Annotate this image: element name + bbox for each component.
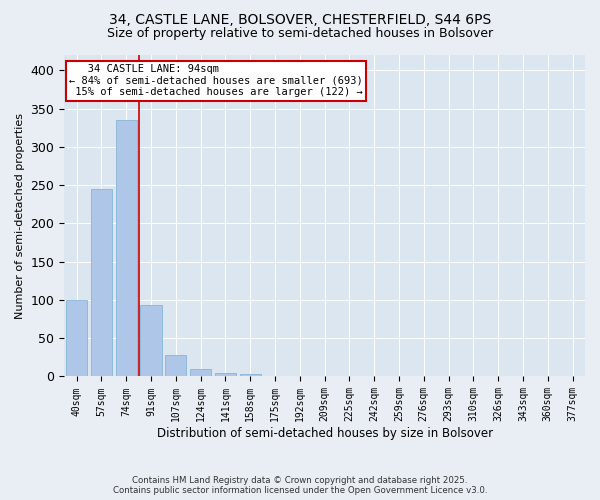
X-axis label: Distribution of semi-detached houses by size in Bolsover: Distribution of semi-detached houses by … [157,427,493,440]
Y-axis label: Number of semi-detached properties: Number of semi-detached properties [15,112,25,318]
Bar [190,369,211,376]
Text: Size of property relative to semi-detached houses in Bolsover: Size of property relative to semi-detach… [107,28,493,40]
Bar [66,300,87,376]
Bar [239,374,261,376]
Bar [140,306,161,376]
Bar [116,120,137,376]
Text: 34, CASTLE LANE, BOLSOVER, CHESTERFIELD, S44 6PS: 34, CASTLE LANE, BOLSOVER, CHESTERFIELD,… [109,12,491,26]
Bar [165,355,187,376]
Bar [91,189,112,376]
Bar [215,372,236,376]
Text: 34 CASTLE LANE: 94sqm
← 84% of semi-detached houses are smaller (693)
 15% of se: 34 CASTLE LANE: 94sqm ← 84% of semi-deta… [69,64,363,98]
Text: Contains HM Land Registry data © Crown copyright and database right 2025.
Contai: Contains HM Land Registry data © Crown c… [113,476,487,495]
